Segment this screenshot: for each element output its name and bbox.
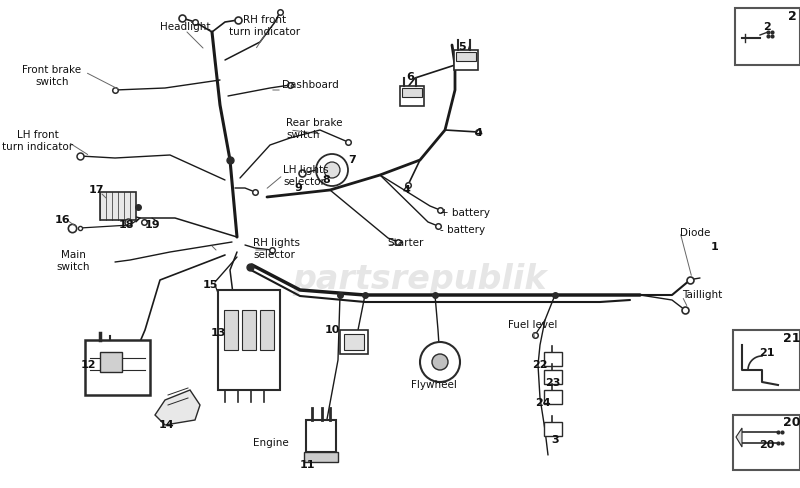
Text: 4: 4: [402, 185, 410, 195]
Bar: [544, 422, 562, 436]
Text: 10: 10: [324, 325, 340, 335]
Text: 6: 6: [406, 72, 414, 82]
Text: 11: 11: [299, 460, 314, 470]
Text: 23: 23: [546, 378, 561, 388]
Bar: [306, 420, 336, 452]
Text: Engine: Engine: [253, 438, 289, 448]
Bar: [733, 415, 800, 470]
Text: - battery: - battery: [440, 225, 485, 235]
Text: LH lights
selector: LH lights selector: [283, 165, 329, 186]
Text: 13: 13: [210, 328, 226, 338]
Text: partsrepublik: partsrepublik: [293, 264, 547, 297]
Text: RH front
turn indicator: RH front turn indicator: [230, 15, 301, 37]
Text: Fuel level: Fuel level: [508, 320, 558, 330]
Text: 2: 2: [763, 22, 771, 32]
Bar: [304, 452, 338, 462]
Text: 18: 18: [118, 220, 134, 230]
Bar: [400, 86, 424, 106]
Text: Dashboard: Dashboard: [282, 80, 338, 90]
Bar: [224, 310, 238, 350]
Text: 21: 21: [783, 331, 800, 345]
Text: LH front
turn indicator: LH front turn indicator: [2, 130, 74, 152]
Text: 15: 15: [202, 280, 218, 290]
Bar: [544, 390, 562, 404]
Bar: [544, 352, 562, 366]
Text: Taillight: Taillight: [682, 290, 722, 300]
Text: 4: 4: [474, 128, 482, 138]
Bar: [260, 310, 274, 350]
Text: Front brake
switch: Front brake switch: [22, 65, 82, 86]
Text: 16: 16: [54, 215, 70, 225]
Text: Rear brake
switch: Rear brake switch: [286, 118, 342, 140]
Text: 1: 1: [711, 242, 719, 252]
Polygon shape: [155, 390, 200, 425]
Circle shape: [420, 342, 460, 382]
Bar: [340, 330, 368, 354]
Bar: [544, 370, 562, 384]
Text: 5: 5: [458, 42, 466, 52]
Bar: [733, 330, 800, 390]
Bar: [85, 340, 150, 395]
Text: Starter: Starter: [387, 238, 423, 248]
Bar: [100, 352, 122, 372]
Text: 19: 19: [144, 220, 160, 230]
Text: Headlight: Headlight: [160, 22, 210, 32]
Text: 7: 7: [348, 155, 356, 165]
Text: 20: 20: [783, 416, 800, 429]
Polygon shape: [736, 428, 742, 447]
Text: + battery: + battery: [440, 208, 490, 218]
Bar: [402, 88, 422, 97]
Text: 22: 22: [532, 360, 548, 370]
Text: 3: 3: [551, 435, 559, 445]
Bar: [218, 290, 280, 390]
Text: 2: 2: [788, 9, 796, 22]
Bar: [456, 52, 476, 61]
Bar: [242, 310, 256, 350]
Text: Diode: Diode: [680, 228, 710, 238]
Text: 24: 24: [535, 398, 551, 408]
Text: 12: 12: [80, 360, 96, 370]
Text: Main
switch: Main switch: [56, 250, 90, 272]
Text: 20: 20: [759, 440, 774, 450]
Text: RH lights
selector: RH lights selector: [253, 238, 300, 260]
Text: 21: 21: [759, 348, 774, 358]
Bar: [735, 8, 800, 65]
Bar: [344, 334, 364, 350]
Text: 14: 14: [159, 420, 175, 430]
Bar: [454, 50, 478, 70]
Circle shape: [432, 354, 448, 370]
Text: 17: 17: [88, 185, 104, 195]
Text: 9: 9: [294, 183, 302, 193]
Bar: [100, 192, 136, 220]
Circle shape: [324, 162, 340, 178]
Text: Flywheel: Flywheel: [411, 380, 457, 390]
Text: 8: 8: [322, 175, 330, 185]
Circle shape: [316, 154, 348, 186]
